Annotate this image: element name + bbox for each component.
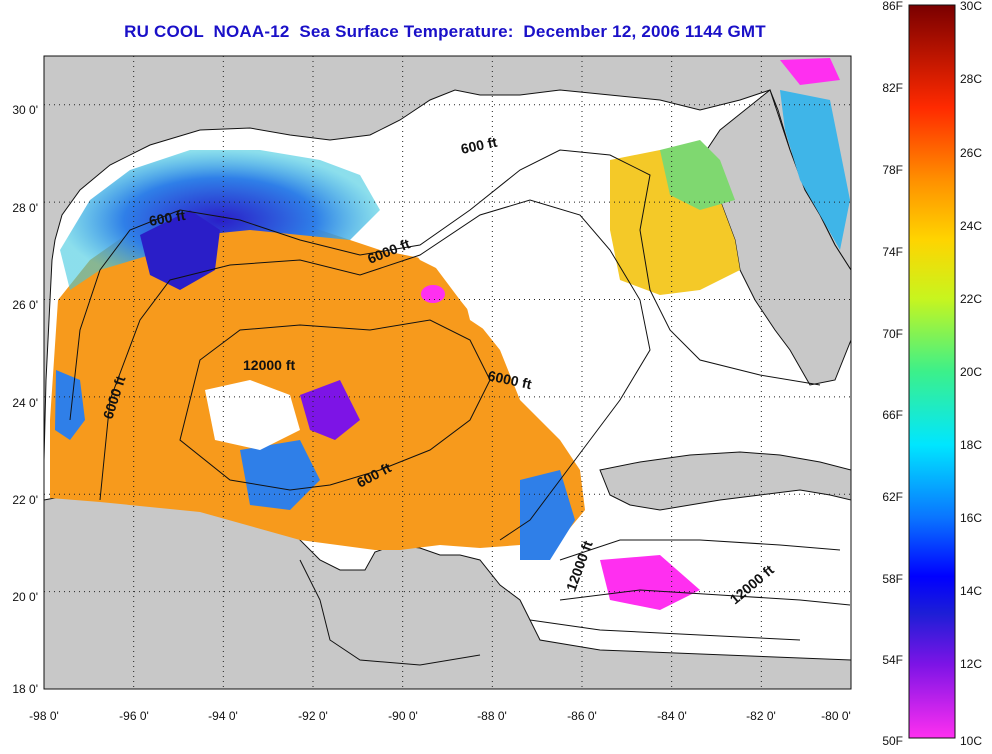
colorbar-f-label: 62F: [882, 490, 903, 504]
lon-tick-label: -86 0': [567, 709, 597, 723]
land: [44, 56, 851, 689]
colorbar-fahrenheit-labels: 86F 82F 78F 74F 70F 66F 62F 58F 54F 50F: [882, 0, 903, 748]
lon-tick-label: -80 0': [821, 709, 851, 723]
colorbar-gradient: [908, 4, 956, 739]
contour-label-600-north: 600 ft: [459, 134, 498, 157]
colorbar-c-label: 14C: [960, 584, 982, 598]
lat-tick-label: 18 0': [12, 682, 38, 696]
contour-label-12000-central: 12000 ft: [243, 357, 295, 373]
lon-tick-label: -90 0': [388, 709, 418, 723]
lat-tick-labels: 30 0' 28 0' 26 0' 24 0' 22 0' 20 0' 18 0…: [12, 103, 38, 696]
lon-tick-label: -82 0': [746, 709, 776, 723]
bathymetry-contours: [69, 149, 851, 666]
colorbar-c-label: 10C: [960, 734, 982, 748]
lon-tick-label: -96 0': [119, 709, 149, 723]
colorbar-f-label: 54F: [882, 653, 903, 667]
lat-tick-label: 28 0': [12, 201, 38, 215]
lat-tick-label: 24 0': [12, 396, 38, 410]
colorbar-f-label: 50F: [882, 734, 903, 748]
colorbar-celsius-labels: 30C 28C 26C 24C 22C 20C 18C 16C 14C 12C …: [960, 0, 982, 748]
lon-tick-label: -92 0': [298, 709, 328, 723]
lat-tick-label: 26 0': [12, 298, 38, 312]
colorbar-c-label: 30C: [960, 0, 982, 13]
colorbar-f-label: 78F: [882, 163, 903, 177]
lat-tick-label: 22 0': [12, 493, 38, 507]
colorbar-c-label: 22C: [960, 292, 982, 306]
lon-tick-labels: -98 0' -96 0' -94 0' -92 0' -90 0' -88 0…: [29, 709, 851, 723]
colorbar-c-label: 18C: [960, 438, 982, 452]
sst-fields: [50, 58, 850, 610]
colorbar-f-label: 70F: [882, 327, 903, 341]
colorbar-c-label: 26C: [960, 146, 982, 160]
map-title: RU COOL NOAA-12 Sea Surface Temperature:…: [124, 22, 766, 41]
colorbar-f-label: 66F: [882, 408, 903, 422]
colorbar: 86F 82F 78F 74F 70F 66F 62F 58F 54F 50F …: [882, 0, 982, 748]
colorbar-f-label: 58F: [882, 572, 903, 586]
colorbar-f-label: 86F: [882, 0, 903, 13]
colorbar-f-label: 82F: [882, 81, 903, 95]
colorbar-c-label: 12C: [960, 657, 982, 671]
lat-tick-label: 20 0': [12, 590, 38, 604]
map-frame: [43, 55, 852, 690]
colorbar-c-label: 16C: [960, 511, 982, 525]
lat-tick-label: 30 0': [12, 103, 38, 117]
colorbar-c-label: 28C: [960, 72, 982, 86]
graticule: [44, 56, 851, 689]
lon-tick-label: -88 0': [477, 709, 507, 723]
lon-tick-label: -98 0': [29, 709, 59, 723]
colorbar-c-label: 24C: [960, 219, 982, 233]
lon-tick-label: -84 0': [657, 709, 687, 723]
colorbar-f-label: 74F: [882, 245, 903, 259]
colorbar-c-label: 20C: [960, 365, 982, 379]
map-plot-area: 600 ft 600 ft 6000 ft 12000 ft 6000 ft 6…: [44, 56, 851, 689]
lon-tick-label: -94 0': [208, 709, 238, 723]
contour-label-600-west: 600 ft: [148, 207, 187, 229]
